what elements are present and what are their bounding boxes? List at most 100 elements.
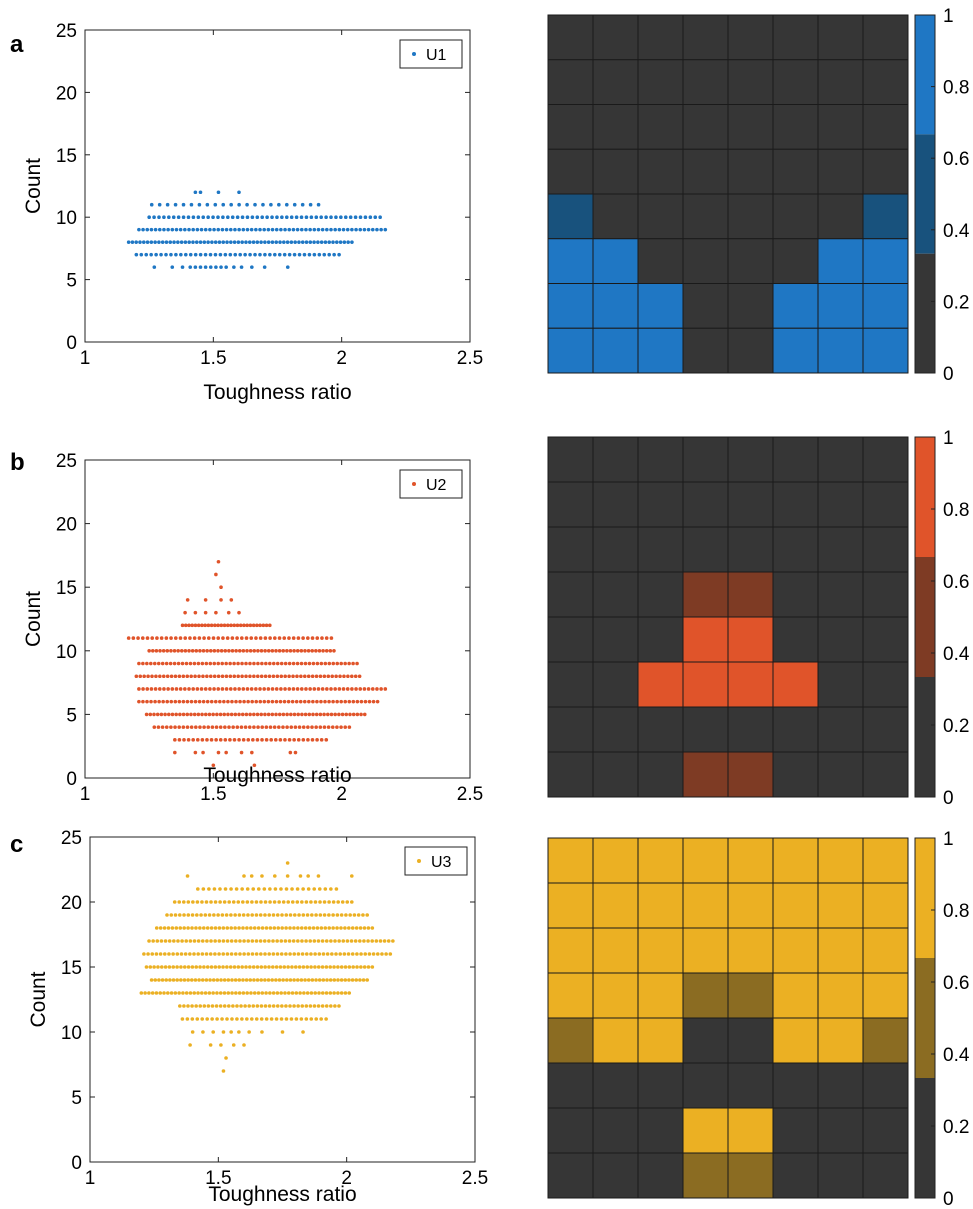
heatmap-cell [547, 283, 594, 329]
data-point [328, 978, 333, 982]
data-point [318, 725, 323, 729]
data-point [237, 1030, 241, 1034]
data-point [209, 939, 213, 943]
data-point [288, 952, 292, 956]
data-point [194, 649, 199, 653]
data-point [258, 913, 263, 917]
data-point [156, 661, 161, 666]
data-point [240, 240, 244, 244]
data-point [185, 598, 190, 602]
data-point [144, 965, 149, 969]
data-point [285, 725, 289, 729]
data-point [277, 649, 282, 653]
data-point [217, 926, 222, 930]
data-point [198, 965, 202, 969]
data-point [176, 939, 180, 943]
data-point [162, 227, 166, 232]
data-point [329, 939, 333, 943]
data-point [164, 252, 168, 257]
data-point [161, 699, 165, 704]
data-point [172, 649, 177, 653]
data-point [181, 674, 186, 679]
data-point [327, 252, 332, 257]
data-point [169, 913, 174, 917]
data-point [188, 636, 192, 640]
data-point [202, 725, 206, 729]
data-point [312, 939, 317, 943]
data-point [363, 952, 368, 956]
data-point [188, 661, 193, 666]
data-point [145, 240, 150, 244]
data-point [182, 978, 187, 982]
data-point [283, 738, 287, 742]
data-point [162, 215, 166, 219]
data-point [177, 725, 182, 729]
data-point [216, 190, 221, 195]
data-point [201, 699, 206, 704]
data-point [270, 965, 275, 969]
data-point [242, 623, 246, 628]
heatmap-cell [637, 661, 684, 708]
data-point [197, 699, 202, 704]
data-point [209, 900, 213, 904]
data-point [325, 687, 329, 691]
heatmap-cell [772, 193, 819, 240]
data-point [147, 215, 151, 219]
data-point [236, 240, 241, 244]
data-point [149, 661, 153, 666]
data-point [225, 623, 230, 628]
data-point [318, 913, 323, 917]
heatmap-cell [682, 148, 729, 195]
data-point [231, 725, 235, 729]
data-point [271, 674, 276, 679]
data-point [232, 965, 237, 969]
data-point [210, 240, 214, 244]
data-point [224, 674, 229, 679]
data-point [384, 952, 388, 956]
data-point [212, 887, 217, 891]
data-point [287, 661, 292, 666]
data-point [322, 725, 327, 729]
legend-box [399, 39, 463, 69]
heatmap-cell [772, 104, 819, 150]
data-point [310, 674, 315, 679]
data-point [383, 227, 388, 232]
y-tick-label: 0 [71, 1153, 82, 1174]
data-point [280, 1030, 285, 1034]
data-point [334, 240, 339, 244]
data-point [347, 661, 351, 666]
data-point [267, 965, 271, 969]
data-point [256, 991, 261, 995]
data-point [351, 965, 355, 969]
data-point [248, 623, 253, 628]
data-point [192, 952, 196, 956]
data-point [317, 978, 322, 982]
data-point [170, 687, 175, 691]
data-point [193, 978, 198, 982]
data-point [273, 887, 278, 891]
data-point [312, 227, 317, 232]
data-point [337, 1004, 341, 1008]
data-point [258, 699, 263, 704]
data-point [177, 674, 182, 679]
data-point [228, 965, 233, 969]
data-point [150, 636, 155, 640]
data-point [164, 636, 169, 640]
y-tick-label: 5 [66, 705, 77, 726]
panel-letter: b [10, 449, 25, 476]
data-point [275, 913, 280, 917]
heatmap-cell [727, 1017, 774, 1064]
data-point [268, 623, 272, 628]
data-point [325, 227, 329, 232]
data-point [147, 649, 151, 653]
data-point [275, 1004, 280, 1008]
y-tick-label: 10 [56, 208, 77, 229]
data-point [225, 939, 230, 943]
heatmap-cell [862, 1017, 909, 1064]
data-point [329, 227, 333, 232]
heatmap-cell [547, 436, 594, 483]
data-point [333, 1004, 337, 1008]
data-point [311, 699, 315, 704]
data-point [224, 750, 228, 755]
